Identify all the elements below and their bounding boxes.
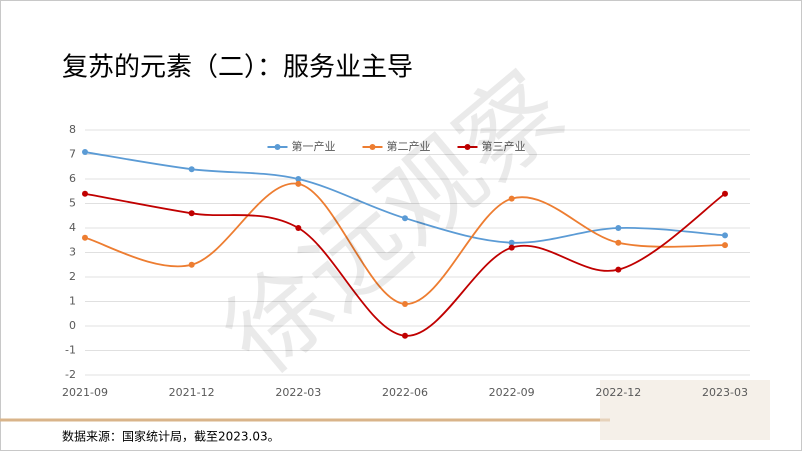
data-point (722, 242, 728, 249)
data-point (722, 190, 728, 197)
y-tick-label: 0 (69, 319, 76, 332)
data-point (508, 244, 515, 251)
y-tick-label: 4 (69, 221, 76, 234)
data-point (188, 261, 195, 268)
x-tick-label: 2021-12 (169, 386, 215, 399)
data-point (402, 332, 408, 339)
data-point (188, 210, 195, 217)
footer-art (600, 380, 770, 440)
x-tick-label: 2022-06 (382, 386, 428, 399)
y-tick-label: -1 (65, 344, 76, 357)
legend-swatch-dot (369, 144, 376, 150)
y-tick-label: 5 (69, 197, 76, 210)
data-point (82, 234, 88, 241)
data-point (615, 239, 622, 246)
data-point (508, 239, 515, 246)
data-point (295, 176, 302, 182)
y-tick-label: 3 (69, 246, 76, 259)
plot: -2 -1 0 1 2 3 4 5 6 7 8 2021-09 2021-12 2022-03 2022-0… (62, 123, 750, 399)
legend-swatch-dot (274, 144, 281, 150)
data-point (722, 232, 728, 239)
y-tick-label: 8 (69, 123, 76, 136)
y-tick-label: 1 (69, 295, 76, 308)
y-tick-label: 2 (69, 270, 76, 283)
x-tick-label: 2022-03 (275, 386, 321, 399)
data-point (188, 166, 195, 173)
data-point (615, 266, 622, 273)
y-tick-label: -2 (65, 368, 76, 381)
data-point (82, 149, 88, 156)
data-point (295, 225, 302, 231)
x-tick-label: 2022-12 (595, 386, 641, 399)
data-point (615, 225, 622, 231)
y-tick-label: 6 (69, 172, 76, 185)
legend-label: 第三产业 (482, 139, 526, 153)
legend-swatch-dot (464, 144, 471, 150)
data-point (295, 180, 302, 187)
legend-label: 第二产业 (387, 139, 431, 153)
slide-title: 复苏的元素（二）：服务业主导 (62, 53, 413, 83)
source-note: 数据来源：国家统计局，截至2023.03。 (62, 429, 280, 444)
legend-label: 第一产业 (292, 139, 336, 153)
data-point (402, 215, 408, 222)
data-point (402, 300, 408, 307)
data-point (82, 190, 88, 197)
x-tick-label: 2022-09 (489, 386, 535, 399)
y-tick-label: 7 (69, 148, 76, 161)
x-tick-label: 2021-09 (62, 386, 108, 399)
x-tick-label: 2023-03 (702, 386, 748, 399)
data-point (508, 195, 515, 202)
